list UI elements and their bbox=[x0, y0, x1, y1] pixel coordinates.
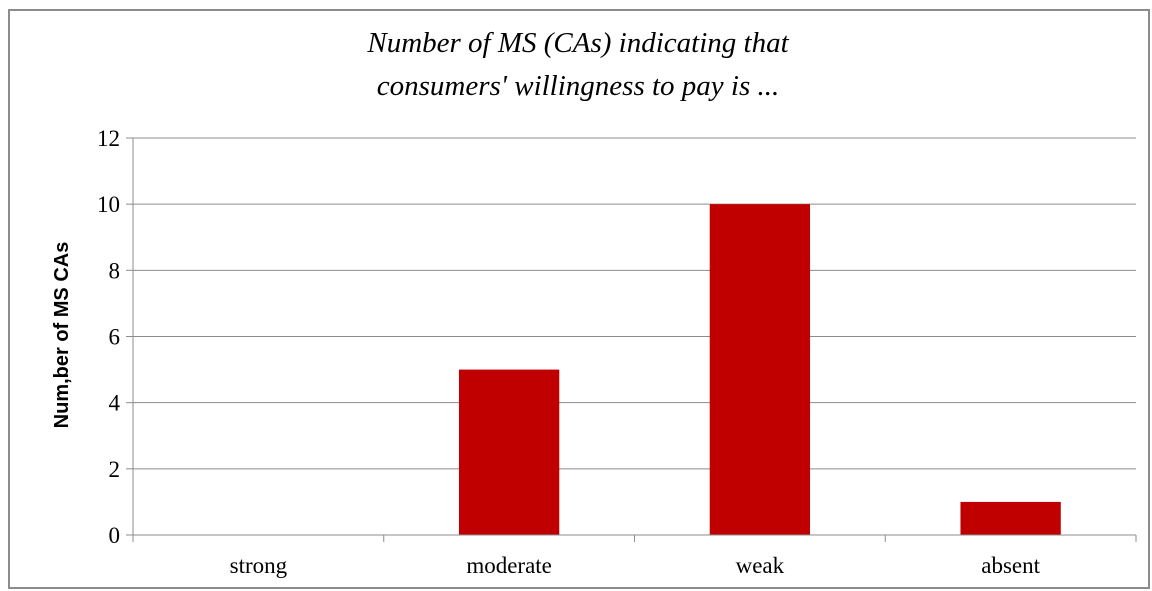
bar-weak bbox=[709, 204, 811, 535]
x-tick-label-weak: weak bbox=[736, 553, 785, 578]
y-tick-label: 12 bbox=[97, 126, 120, 151]
x-tick-labels: strong moderate weak absent bbox=[230, 553, 1041, 578]
x-tick-label-moderate: moderate bbox=[466, 553, 552, 578]
y-tick-label: 8 bbox=[109, 258, 121, 283]
axes bbox=[132, 138, 1137, 542]
y-axis-label: Num,ber of MS CAs bbox=[51, 242, 73, 429]
bars bbox=[458, 204, 1061, 535]
y-tick-labels: 0 2 4 6 8 10 12 bbox=[97, 126, 133, 548]
chart-title-line-2: consumers' willingness to pay is ... bbox=[377, 70, 780, 102]
chart-title-line-1: Number of MS (CAs) indicating that bbox=[366, 27, 789, 59]
y-tick-label: 2 bbox=[109, 457, 121, 482]
bar-absent bbox=[960, 501, 1061, 535]
y-tick-label: 4 bbox=[109, 391, 121, 416]
y-tick-label: 10 bbox=[97, 192, 120, 217]
gridlines bbox=[133, 137, 1136, 470]
chart-frame bbox=[8, 9, 1150, 589]
y-tick-label: 0 bbox=[109, 523, 121, 548]
x-tick-label-absent: absent bbox=[981, 553, 1040, 578]
y-tick-label: 6 bbox=[109, 325, 121, 350]
x-tick-label-strong: strong bbox=[230, 553, 288, 578]
bar-moderate bbox=[458, 369, 560, 535]
